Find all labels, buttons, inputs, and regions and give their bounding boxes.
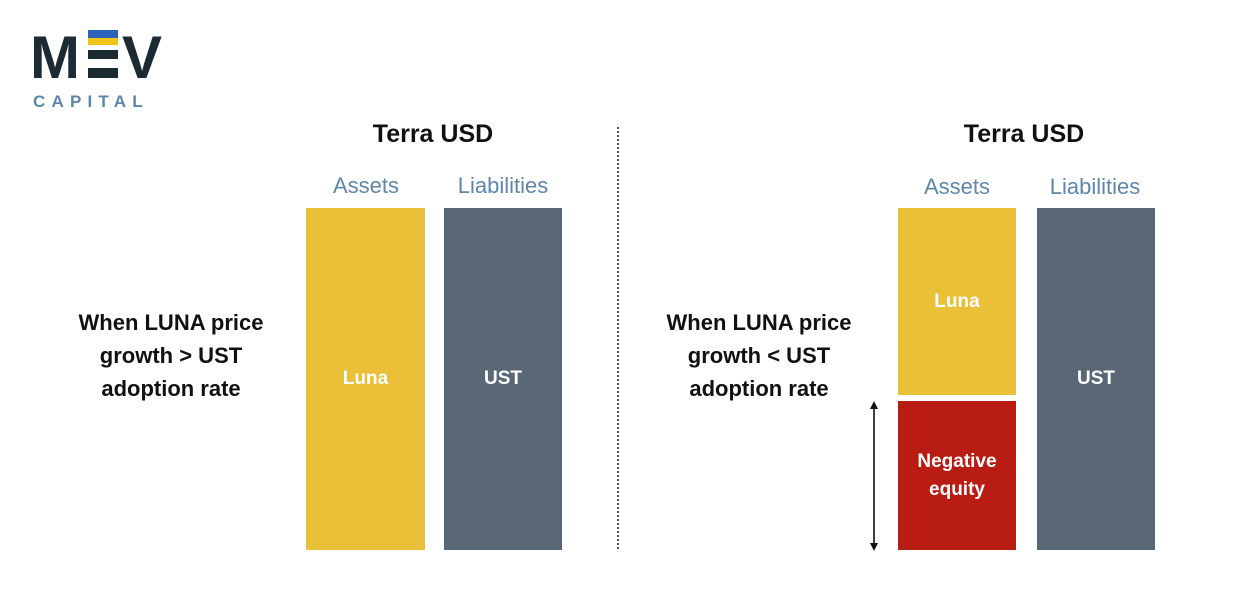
negative-equity-line-2: equity [929,478,985,500]
right-condition-text: When LUNA price growth < UST adoption ra… [639,306,879,405]
right-luna-label: Luna [934,290,980,312]
right-negative-equity-block: Negative equity [898,401,1016,550]
logo-e-bar-bottom [88,68,118,78]
left-liabilities-label: Liabilities [457,173,549,198]
right-panel-title: Terra USD [963,120,1085,148]
right-assets-luna-block: Luna [898,208,1016,395]
logo-letter-m: M [30,26,80,91]
logo-e-bar-middle [88,50,118,59]
negative-equity-span-arrow [870,401,878,551]
logo-letter-v: V [122,26,162,91]
left-condition-line-2: growth > UST [99,343,243,368]
left-liabilities-ust-block: UST [444,208,562,550]
logo-subtitle: CAPITAL [33,92,149,111]
left-panel-title: Terra USD [372,120,494,148]
logo-flag-blue-bar [88,30,118,38]
right-condition-line-2: growth < UST [687,343,831,368]
panel-divider [617,127,619,549]
mev-capital-logo: M V [30,26,162,91]
negative-equity-line-1: Negative [917,450,997,472]
right-condition-line-3: adoption rate [689,376,829,401]
right-ust-label: UST [1077,368,1115,389]
right-assets-label: Assets [923,174,991,199]
right-liabilities-ust-block: UST [1037,208,1155,550]
left-condition-line-1: When LUNA price [78,310,264,335]
left-luna-label: Luna [342,368,389,389]
left-condition-line-3: adoption rate [101,376,241,401]
left-condition-text: When LUNA price growth > UST adoption ra… [51,306,291,405]
left-ust-label: UST [484,368,522,389]
left-assets-luna-block: Luna [306,208,425,550]
right-liabilities-label: Liabilities [1049,174,1141,199]
logo-flag-yellow-bar [88,38,118,45]
left-assets-label: Assets [332,173,400,198]
right-condition-line-1: When LUNA price [666,310,852,335]
